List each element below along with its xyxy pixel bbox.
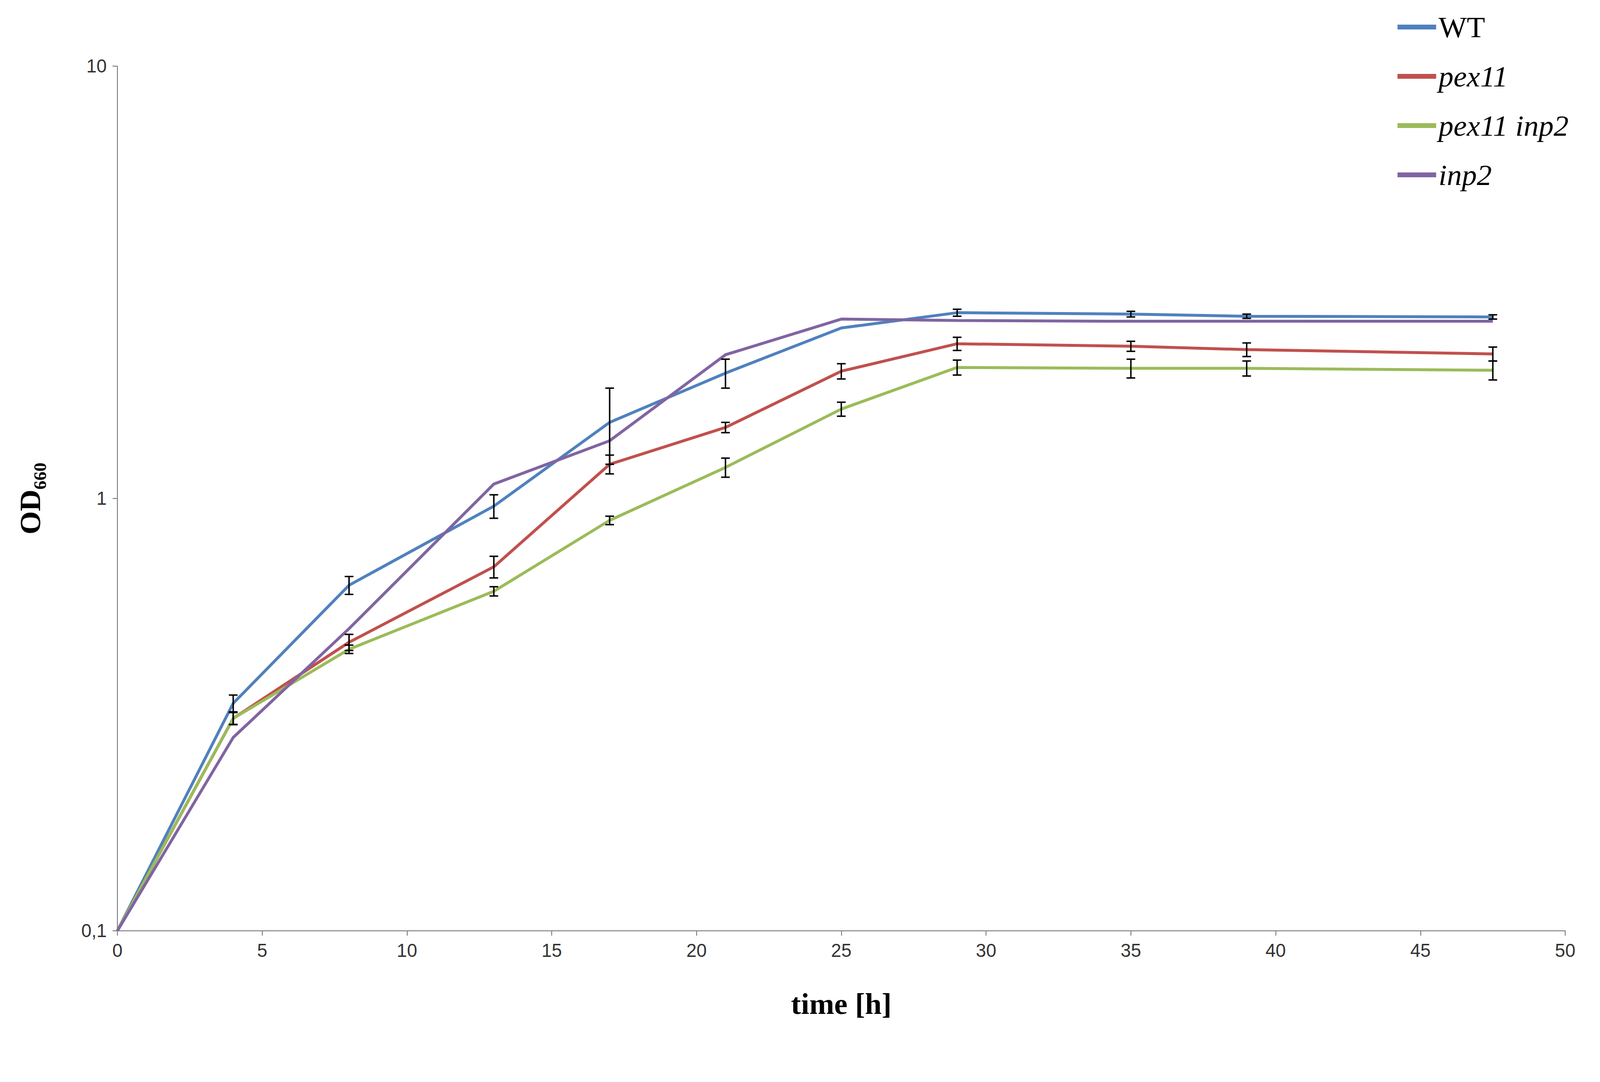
svg-text:0: 0 — [112, 940, 123, 961]
svg-text:20: 20 — [686, 940, 707, 961]
svg-text:WT: WT — [1438, 10, 1486, 44]
svg-text:inp2: inp2 — [1438, 158, 1492, 192]
svg-text:50: 50 — [1555, 940, 1576, 961]
svg-text:40: 40 — [1265, 940, 1286, 961]
svg-text:5: 5 — [257, 940, 268, 961]
svg-text:1: 1 — [96, 488, 107, 509]
svg-text:35: 35 — [1120, 940, 1142, 961]
svg-text:30: 30 — [975, 940, 997, 961]
svg-text:0,1: 0,1 — [81, 920, 107, 942]
svg-text:OD₆₆₀: OD₆₆₀ — [13, 462, 47, 535]
svg-text:pex11 inp2: pex11 inp2 — [1436, 109, 1569, 143]
svg-text:10: 10 — [86, 56, 107, 77]
svg-text:time [h]: time [h] — [790, 987, 892, 1021]
svg-text:45: 45 — [1410, 940, 1431, 961]
svg-text:10: 10 — [396, 940, 417, 961]
svg-text:25: 25 — [830, 940, 852, 961]
svg-text:15: 15 — [541, 940, 562, 961]
svg-text:pex11: pex11 — [1436, 59, 1508, 93]
